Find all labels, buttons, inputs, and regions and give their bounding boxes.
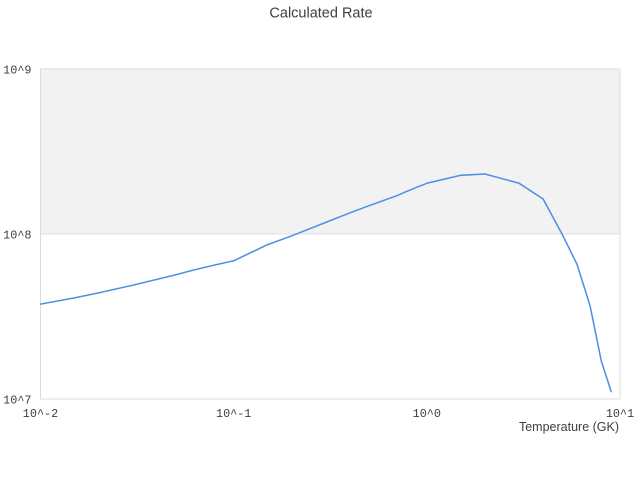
svg-text:10^1: 10^1 — [606, 407, 634, 421]
svg-text:10^-1: 10^-1 — [216, 407, 251, 421]
svg-text:10^7: 10^7 — [3, 393, 31, 407]
svg-text:10^9: 10^9 — [3, 63, 31, 77]
svg-text:Temperature (GK): Temperature (GK) — [519, 420, 619, 434]
svg-text:10^8: 10^8 — [3, 228, 31, 242]
svg-text:Calculated Rate: Calculated Rate — [269, 6, 372, 22]
svg-text:10^0: 10^0 — [413, 407, 441, 421]
svg-text:10^-2: 10^-2 — [23, 407, 58, 421]
